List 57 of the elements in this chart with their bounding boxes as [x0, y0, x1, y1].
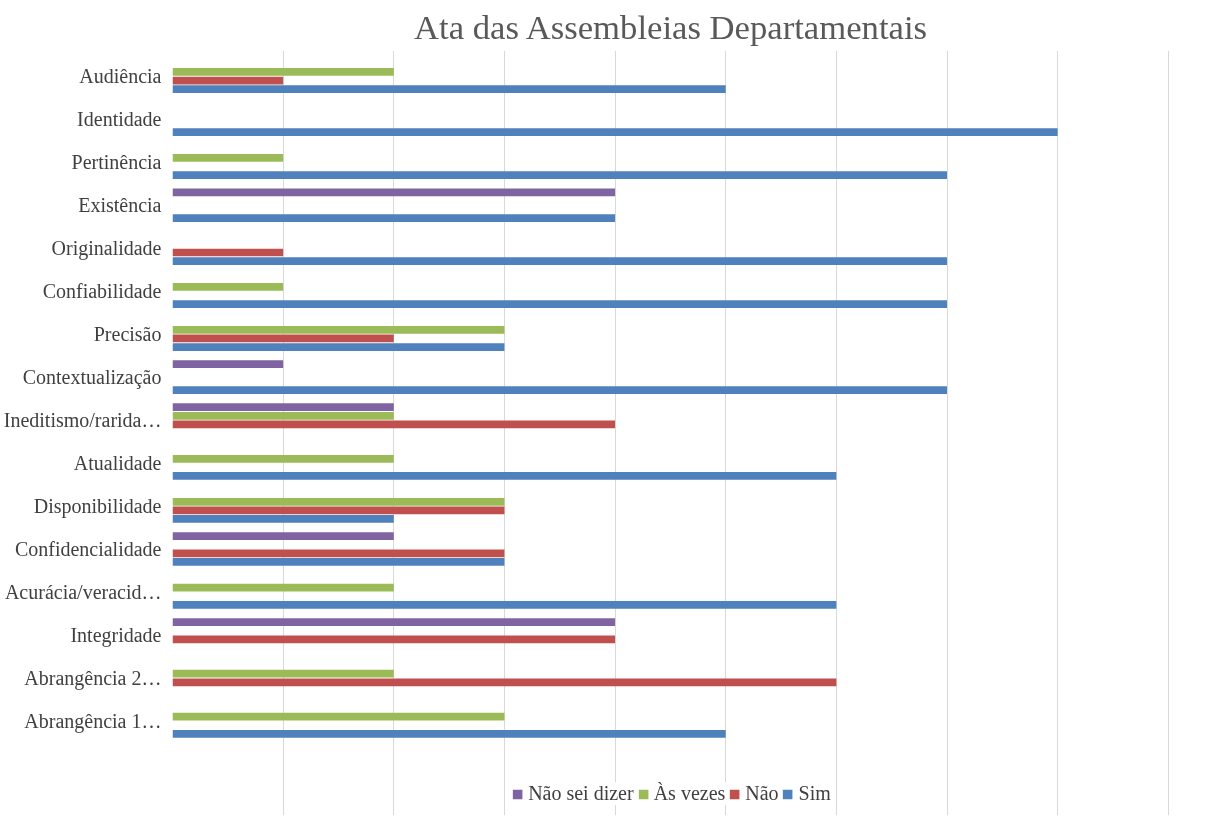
y-tick-label: Existência — [78, 194, 162, 217]
y-tick-label: Confiabilidade — [42, 280, 162, 303]
bar — [172, 472, 837, 480]
bar — [172, 549, 505, 558]
bar — [172, 68, 394, 76]
bar — [172, 712, 505, 721]
y-tick-label: Disponibilidade — [33, 495, 162, 519]
bar — [172, 411, 394, 420]
bar — [172, 678, 837, 687]
bar — [172, 283, 284, 291]
bar — [172, 403, 394, 412]
bar — [172, 635, 616, 644]
y-tick-label: Abrangência 1… — [24, 709, 162, 733]
chart-title: Ata das Assembleias Departamentais — [414, 7, 928, 46]
y-tick-label: Acurácia/veracid… — [4, 581, 162, 604]
y-tick-label: Originalidade — [51, 237, 162, 261]
legend-label: Não sei dizer — [528, 782, 634, 805]
y-tick-label: Contextualização — [22, 366, 162, 390]
y-tick-label: Pertinência — [71, 151, 162, 174]
bar — [172, 506, 505, 515]
bar — [172, 171, 947, 179]
bar — [172, 420, 616, 429]
bar — [172, 188, 616, 197]
bar — [172, 360, 284, 369]
y-tick-label: Confidencialidade — [14, 538, 162, 561]
bar — [172, 76, 284, 85]
bar — [172, 583, 394, 592]
y-tick-label: Audiência — [79, 65, 162, 88]
bar — [172, 343, 505, 351]
bar — [172, 300, 947, 308]
bar — [172, 325, 505, 334]
y-tick-label: Precisão — [93, 323, 162, 346]
bar — [172, 214, 616, 222]
bar — [172, 601, 837, 609]
bar — [172, 532, 394, 541]
bar — [172, 729, 726, 738]
bar — [172, 248, 284, 257]
y-tick-label: Atualidade — [73, 452, 162, 475]
bar — [172, 334, 394, 343]
bar — [172, 454, 394, 463]
bar — [172, 669, 394, 678]
y-tick-label: Integridade — [70, 623, 162, 647]
y-tick-label: Identidade — [77, 108, 162, 131]
bar — [172, 497, 505, 506]
bar — [172, 128, 1058, 137]
legend-label: Às vezes — [653, 782, 726, 805]
y-tick-label: Ineditismo/rarida… — [3, 409, 162, 432]
y-tick-label: Abrangência 2… — [24, 666, 162, 690]
legend-label: Sim — [798, 782, 831, 805]
legend-label: Não — [745, 782, 779, 805]
bar — [172, 257, 947, 265]
bar — [172, 515, 394, 523]
bar — [172, 618, 616, 626]
bar — [172, 386, 947, 394]
bar — [172, 558, 505, 566]
bar — [172, 154, 284, 162]
bar — [172, 85, 726, 94]
